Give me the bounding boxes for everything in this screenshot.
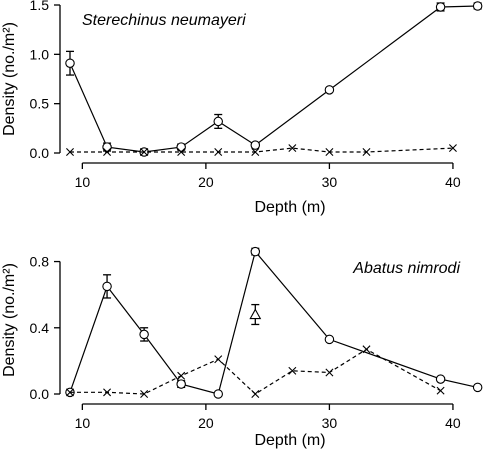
series-1: [66, 345, 445, 398]
data-point-circle: [176, 142, 186, 152]
data-point-cross: [362, 148, 371, 157]
data-point-circle: [139, 329, 149, 340]
data-point-circle: [65, 58, 75, 68]
data-point-cross: [140, 390, 149, 398]
x-tick-label: 40: [445, 415, 461, 431]
data-point-circle: [102, 281, 112, 292]
series-2: [249, 303, 262, 326]
data-point-circle: [213, 116, 223, 127]
data-point-circle: [102, 142, 112, 152]
data-point-cross: [251, 390, 260, 398]
data-point-cross: [436, 386, 445, 395]
x-tick-label: 10: [75, 174, 91, 190]
y-axis-title: Density (no./m²): [1, 22, 18, 136]
data-point-circle: [176, 379, 186, 389]
data-point-cross: [448, 144, 457, 153]
y-tick-label: 0.8: [30, 254, 50, 270]
data-point-circle: [324, 85, 335, 95]
data-point-cross: [140, 148, 149, 157]
data-point-cross: [66, 388, 74, 397]
data-point-triangle: [249, 308, 262, 320]
x-tick-label: 20: [198, 415, 214, 431]
data-point-cross: [214, 148, 223, 157]
x-tick-label: 20: [198, 174, 214, 190]
data-point-circle: [213, 389, 223, 399]
x-tick-label: 40: [445, 174, 461, 190]
series-1: [66, 144, 457, 157]
x-axis-title: Depth (m): [254, 432, 325, 449]
y-tick-label: 0.5: [30, 96, 50, 112]
data-point-circle: [435, 374, 446, 384]
data-point-circle: [472, 1, 483, 11]
x-tick-label: 30: [322, 174, 338, 190]
series-line: [70, 348, 441, 395]
panel-title: Abatus nimrodi: [352, 260, 460, 277]
panel-title: Sterechinus neumayeri: [82, 12, 246, 29]
y-axis-title: Density (no./m²): [1, 263, 18, 377]
data-point-cross: [177, 371, 186, 380]
data-point-circle: [250, 246, 261, 257]
data-point-circle: [324, 334, 335, 345]
x-tick-label: 30: [322, 415, 338, 431]
x-axis-title: Depth (m): [254, 199, 325, 216]
data-point-cross: [325, 368, 334, 377]
data-point-cross: [103, 388, 112, 397]
panel-abatus: 10 20 30 40 0.0 0.4 0.8 Depth (m) Density (no./m…: [1, 246, 483, 449]
y-tick-label: 1.0: [30, 46, 50, 62]
data-point-cross: [103, 148, 112, 157]
x-tick-label: 10: [75, 415, 91, 431]
data-point-cross: [66, 148, 74, 157]
data-point-cross: [251, 148, 260, 157]
data-point-circle: [472, 382, 483, 393]
data-point-cross: [288, 144, 297, 153]
data-point-cross: [288, 366, 297, 375]
panel-sterechinus: 10 20 30 40 0.0 0.5 1.0 1.5 Depth (m) Density (no…: [1, 0, 483, 216]
y-tick-label: 1.5: [30, 0, 50, 13]
data-point-cross: [177, 148, 186, 157]
series-0: [65, 246, 483, 399]
data-point-circle: [435, 2, 446, 12]
data-point-cross: [214, 355, 223, 364]
y-tick-label: 0.0: [30, 386, 50, 402]
y-tick-label: 0.0: [30, 145, 50, 161]
data-point-cross: [325, 148, 334, 157]
data-point-cross: [362, 345, 371, 354]
y-tick-label: 0.4: [30, 320, 50, 336]
data-point-circle: [250, 140, 261, 150]
